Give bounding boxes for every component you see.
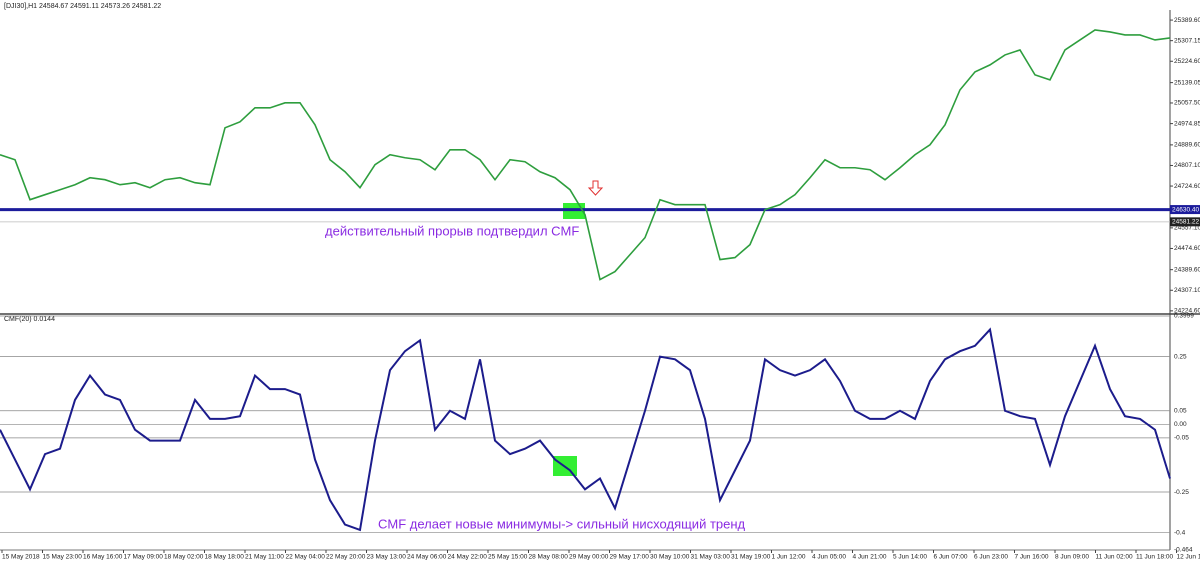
x-tick-label: 24 May 22:00: [448, 554, 488, 561]
level-label: 24630.40: [1172, 206, 1199, 213]
y-tick-label: 24974.85: [1174, 120, 1200, 127]
x-tick-label: 6 Jun 07:00: [934, 554, 968, 561]
chart-title: [DJI30],H1 24584.67 24591.11 24573.26 24…: [4, 3, 161, 10]
x-tick-label: 29 May 00:00: [569, 554, 609, 561]
x-tick-label: 1 Jun 12:00: [772, 554, 806, 561]
y-tick-label: 25389.60: [1174, 17, 1200, 24]
last-price-label: 24581.22: [1172, 219, 1199, 226]
x-tick-label: 17 May 09:00: [124, 554, 164, 561]
y-tick-label: 25224.60: [1174, 58, 1200, 65]
x-tick-label: 24 May 06:00: [407, 554, 447, 561]
y-tick-label: 24389.60: [1174, 266, 1200, 273]
y-tick-label: 0.25: [1174, 353, 1187, 360]
x-tick-label: 12 Jun 10:00: [1177, 554, 1200, 561]
x-tick-label: 4 Jun 21:00: [853, 554, 887, 561]
last-price-box: [1170, 217, 1200, 227]
x-tick-label: 18 May 02:00: [164, 554, 204, 561]
level-label-box: [1170, 205, 1200, 215]
x-tick-label: 31 May 19:00: [731, 554, 771, 561]
x-tick-label: 22 May 20:00: [326, 554, 366, 561]
x-tick-label: 21 May 11:00: [245, 554, 284, 561]
y-tick-label: 0.05: [1174, 407, 1187, 414]
arrow-down: [587, 180, 604, 196]
x-tick-label: 31 May 03:00: [691, 554, 731, 561]
y-tick-label: 25057.50: [1174, 100, 1200, 107]
x-tick-label: 23 May 13:00: [367, 554, 407, 561]
annotation: CMF делает новые минимумы-> сильный нисх…: [378, 516, 746, 531]
x-tick-label: 18 May 18:00: [205, 554, 245, 561]
x-tick-label: 28 May 08:00: [529, 554, 569, 561]
x-tick-label: 6 Jun 23:00: [974, 554, 1008, 561]
y-tick-label: 0.3999: [1174, 313, 1194, 320]
x-tick-label: 30 May 10:00: [650, 554, 690, 561]
y-tick-label: 24474.60: [1174, 245, 1200, 252]
y-tick-label: 24807.10: [1174, 162, 1200, 169]
y-tick-label: 0.00: [1174, 421, 1187, 428]
indicator-title: CMF(20) 0.0144: [4, 316, 55, 323]
y-tick-label: -0.464: [1174, 547, 1193, 554]
y-tick-label: 24307.10: [1174, 287, 1200, 294]
y-tick-label: 24889.60: [1174, 142, 1200, 149]
x-tick-label: 29 May 17:00: [610, 554, 650, 561]
x-tick-label: 11 Jun 02:00: [1096, 554, 1133, 561]
y-tick-label: 24724.60: [1174, 183, 1200, 190]
x-tick-label: 5 Jun 14:00: [893, 554, 927, 561]
annotation: действительный прорыв подтвердил CMF: [325, 223, 579, 238]
series-line: [0, 327, 1171, 532]
x-tick-label: 8 Jun 09:00: [1055, 554, 1089, 561]
y-tick-label: 24557.10: [1174, 225, 1200, 232]
y-tick-label: 25307.15: [1174, 37, 1200, 44]
x-tick-label: 11 Jun 18:00: [1136, 554, 1173, 561]
x-tick-label: 15 May 23:00: [43, 554, 83, 561]
series-line: [0, 29, 1171, 281]
x-tick-label: 15 May 2018: [2, 554, 40, 561]
x-tick-label: 25 May 15:00: [488, 554, 528, 561]
y-tick-label: 25139.05: [1174, 79, 1200, 86]
x-tick-label: 4 Jun 05:00: [812, 554, 846, 561]
y-tick-label: -0.05: [1174, 435, 1189, 442]
y-tick-label: 24224.60: [1174, 308, 1200, 315]
x-tick-label: 16 May 16:00: [83, 554, 123, 561]
x-tick-label: 7 Jun 16:00: [1015, 554, 1049, 561]
y-tick-label: -0.4: [1174, 529, 1186, 536]
y-tick-label: -0.25: [1174, 489, 1189, 496]
x-tick-label: 22 May 04:00: [286, 554, 326, 561]
